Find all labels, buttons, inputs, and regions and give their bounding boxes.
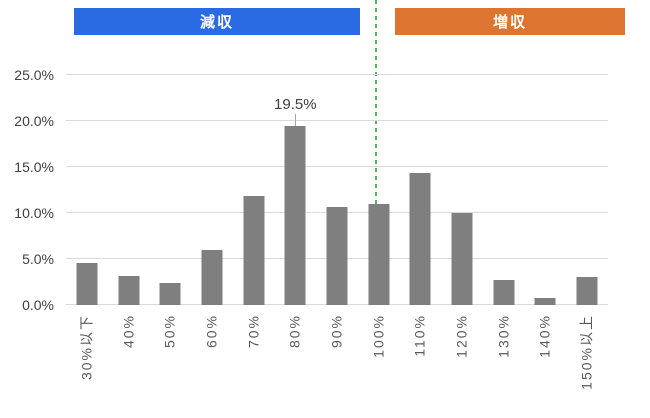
bar-100% [368,203,390,305]
bars-row [66,75,608,305]
x-tick-label: 140% [536,314,553,358]
y-tick-label: 0.0% [22,297,54,313]
x-tick-label: 110% [411,314,428,357]
x-axis: 30%以下 40% 50% 60% 70% 80% 90% 100% 110% 120% 130% 1… [66,305,608,418]
x-tick-cell: 40% [108,305,150,418]
x-tick-cell: 130% [483,305,525,418]
bar-120% [451,213,473,305]
bar-cell [483,75,525,305]
y-tick-label: 15.0% [14,159,54,175]
x-tick-label: 120% [453,314,470,358]
bar-60% [201,249,223,305]
x-tick-label: 60% [203,314,220,349]
y-tick-label: 5.0% [22,251,54,267]
bar-40% [118,275,140,305]
bar-cell [274,75,316,305]
banner-decrease: 減収 [74,8,360,35]
x-tick-cell: 150%以上 [566,305,608,418]
x-tick-label: 150%以上 [578,314,595,390]
x-tick-cell: 50% [149,305,191,418]
x-tick-label: 30%以下 [78,314,95,381]
bar-70% [243,195,265,305]
x-tick-label: 40% [120,314,137,349]
x-tick-cell: 70% [233,305,275,418]
bar-cell [66,75,108,305]
x-tick-cell: 30%以下 [66,305,108,418]
bar-cell [358,75,400,305]
bar-30%以下 [76,262,98,305]
bar-90% [326,207,348,305]
gridline [66,74,608,75]
bar-cell [149,75,191,305]
x-tick-label: 50% [161,314,178,349]
x-tick-cell: 80% [274,305,316,418]
x-tick-label: 130% [495,314,512,358]
bar-cell [400,75,442,305]
bar-110% [409,173,431,305]
x-tick-label: 80% [286,314,303,349]
bar-cell [525,75,567,305]
bar-cell [441,75,483,305]
x-tick-cell: 90% [316,305,358,418]
y-tick-label: 25.0% [14,67,54,83]
y-tick-label: 10.0% [14,205,54,221]
bar-cell [233,75,275,305]
y-tick-label: 20.0% [14,113,54,129]
bar-150%以上 [576,277,598,305]
bar-50% [159,282,181,305]
bar-cell [566,75,608,305]
data-label-leader-line [294,113,296,126]
bar-cell [316,75,358,305]
gridline [66,120,608,121]
x-tick-cell: 110% [400,305,442,418]
x-tick-cell: 100% [358,305,400,418]
x-tick-label: 70% [245,314,262,349]
plot-area: 19.5% [66,74,608,305]
data-label-text: 19.5% [274,95,317,113]
x-tick-cell: 140% [525,305,567,418]
gridline [66,166,608,167]
bar-130% [493,280,515,305]
median-dashed-line [375,0,377,204]
bar-cell [108,75,150,305]
banner-increase: 増収 [395,8,625,35]
x-tick-label: 90% [328,314,345,349]
bar-140% [534,297,556,305]
y-axis: 0.0% 5.0% 10.0% 15.0% 20.0% 25.0% [0,0,56,320]
x-tick-label: 100% [370,314,387,358]
x-tick-cell: 60% [191,305,233,418]
x-tick-cell: 120% [441,305,483,418]
bar-80% [284,125,306,305]
bar-cell [191,75,233,305]
data-label: 19.5% [255,96,335,126]
